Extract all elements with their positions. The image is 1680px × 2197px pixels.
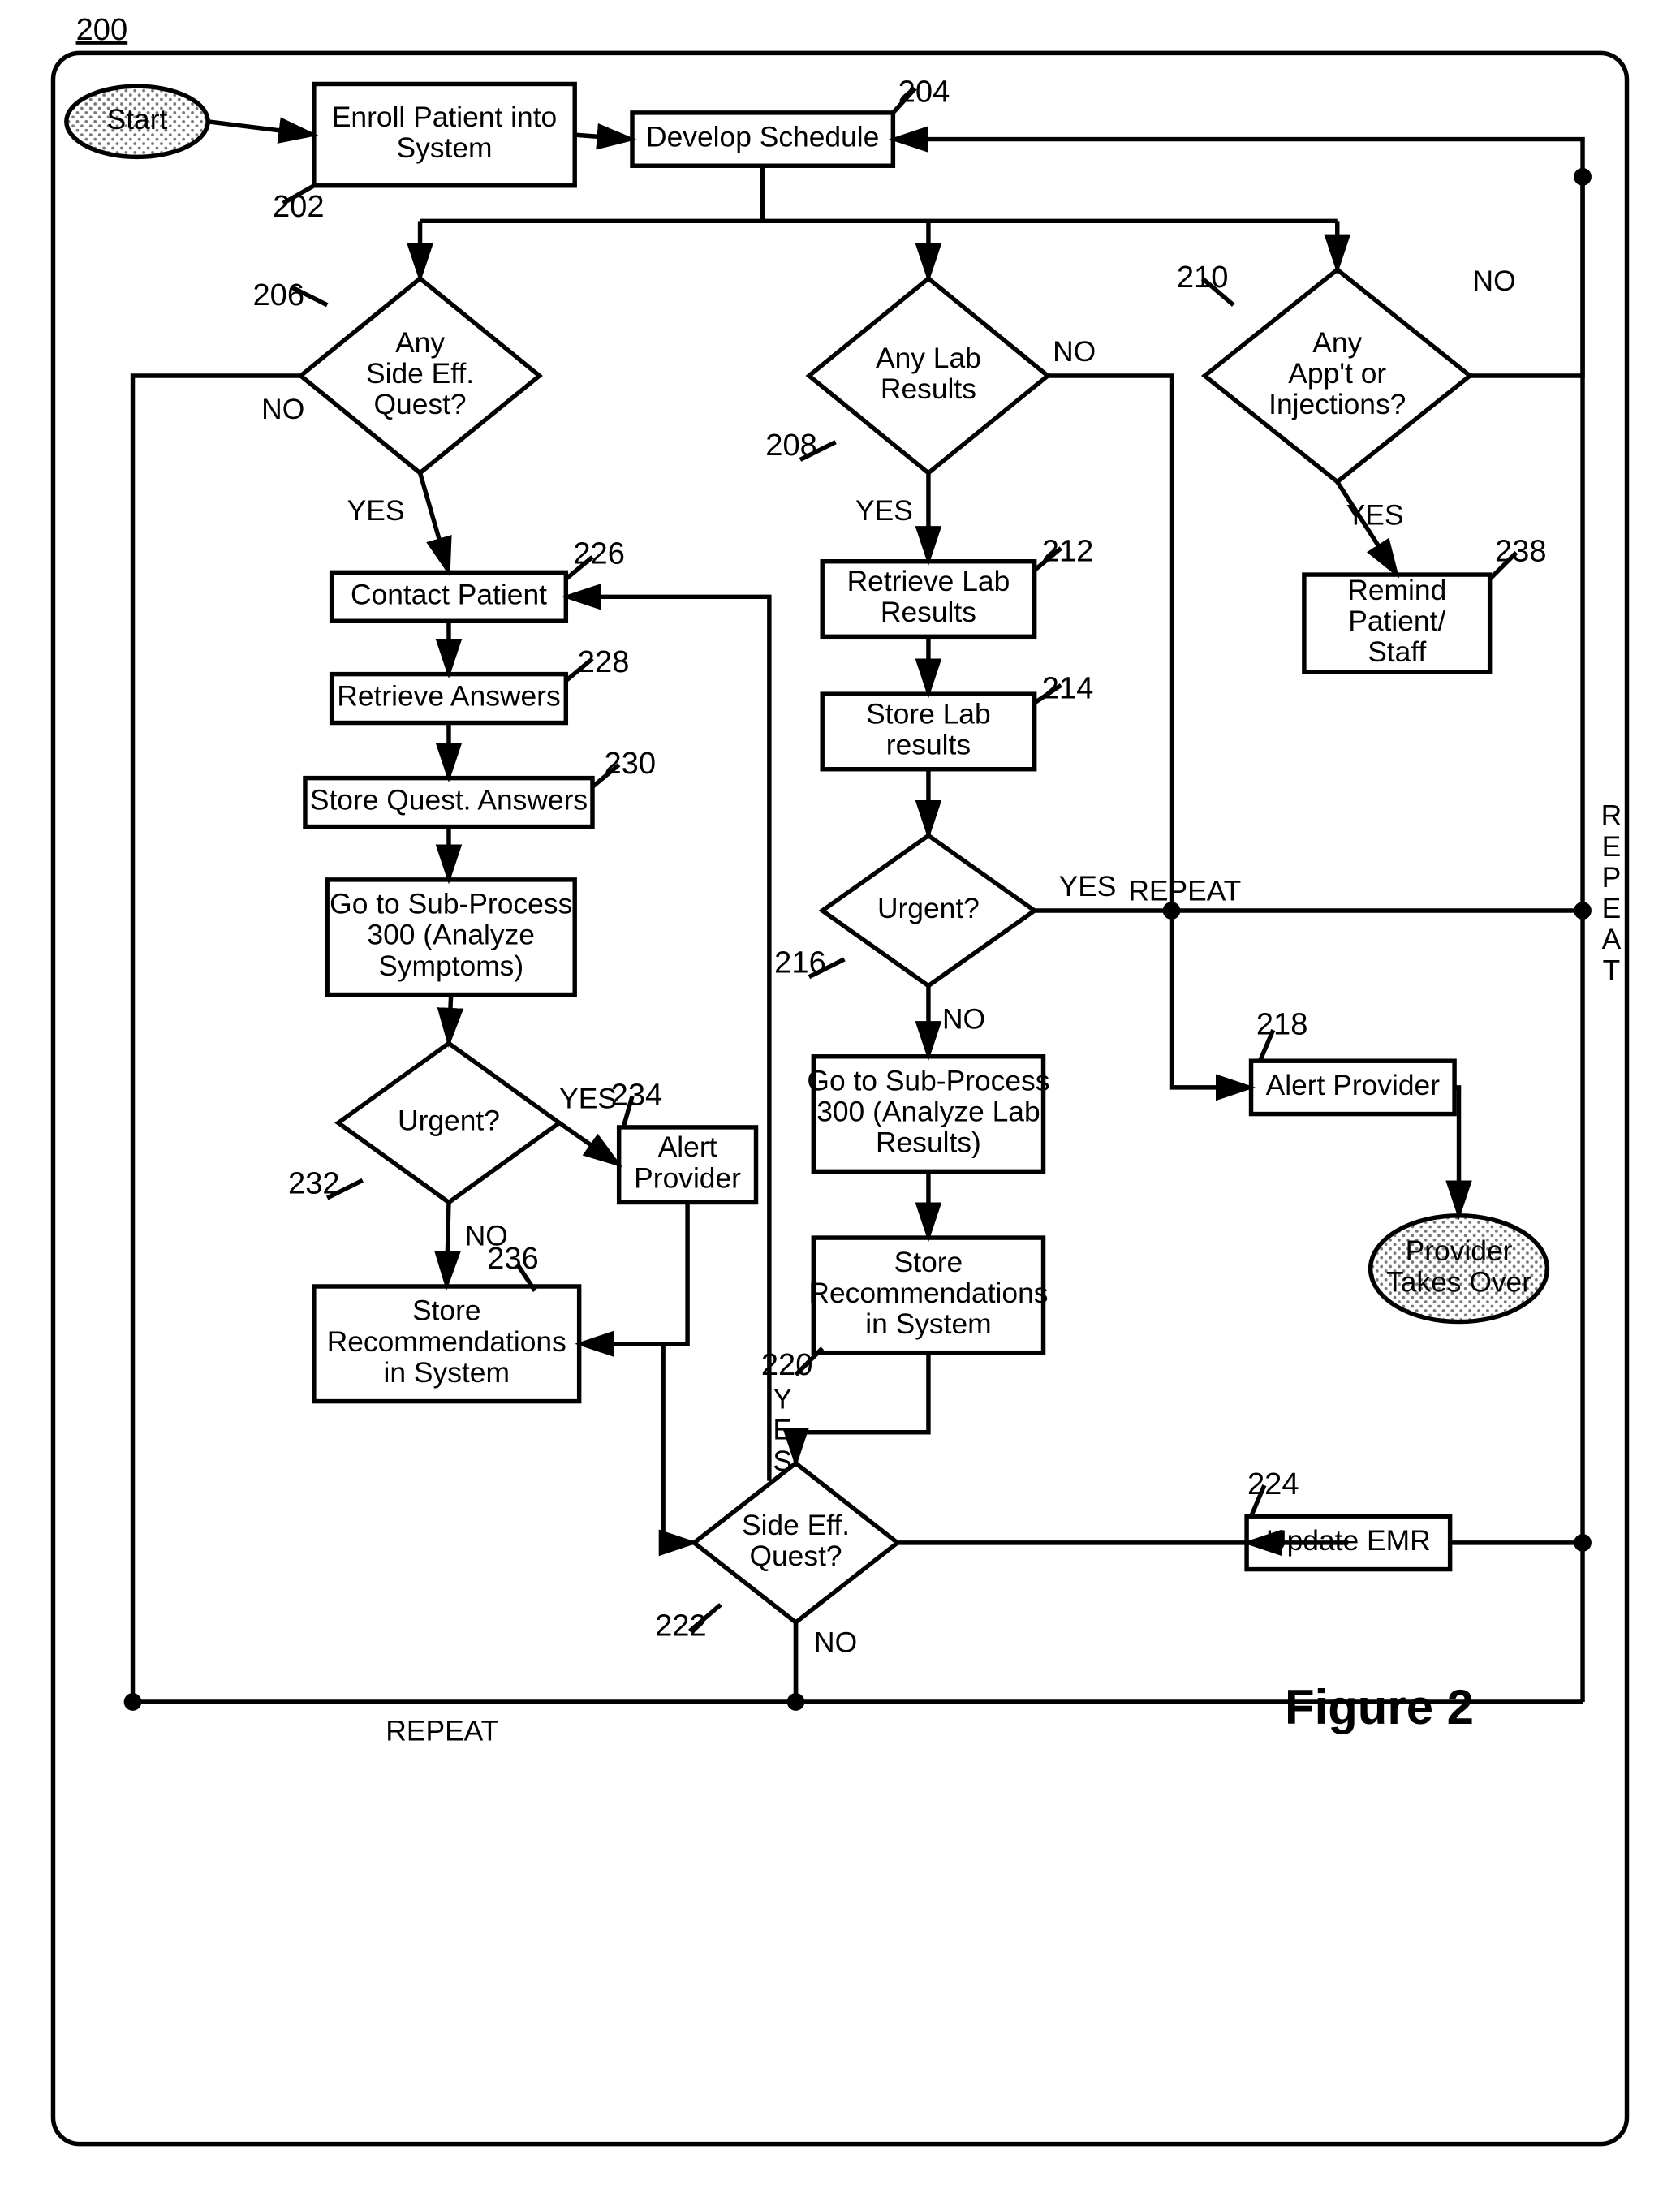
edge-label-no222: NO xyxy=(814,1626,857,1659)
svg-text:Contact Patient: Contact Patient xyxy=(351,579,547,611)
svg-text:Store Quest. Answers: Store Quest. Answers xyxy=(310,784,588,816)
edge-label-yes210: YES xyxy=(1346,499,1404,532)
edge-label-no216: NO xyxy=(942,1003,985,1036)
svg-text:ProviderTakes Over: ProviderTakes Over xyxy=(1386,1234,1531,1298)
svg-text:216: 216 xyxy=(774,945,826,980)
node-start: Start xyxy=(67,86,208,157)
svg-text:218: 218 xyxy=(1256,1007,1308,1042)
edge-label-repeat_b: REPEAT xyxy=(386,1714,498,1747)
edge-label-yes222_v: YES xyxy=(773,1383,792,1477)
svg-text:228: 228 xyxy=(578,644,630,679)
edge-label-repeat_r: REPEAT xyxy=(1601,799,1622,987)
edge-label-no208: NO xyxy=(1053,335,1096,368)
edge-label-no206: NO xyxy=(261,393,304,425)
svg-text:Alert Provider: Alert Provider xyxy=(1266,1069,1441,1101)
svg-text:206: 206 xyxy=(252,278,304,312)
node-r300a: Go to Sub-Process300 (AnalyzeSymptoms) xyxy=(327,880,575,995)
svg-text:Urgent?: Urgent? xyxy=(877,892,980,924)
svg-text:210: 210 xyxy=(1177,260,1229,295)
edge-label-repeat_m: REPEAT xyxy=(1128,875,1241,907)
svg-text:204: 204 xyxy=(898,74,950,109)
svg-text:208: 208 xyxy=(765,428,817,463)
svg-text:234: 234 xyxy=(611,1078,663,1113)
svg-text:Develop Schedule: Develop Schedule xyxy=(646,121,879,153)
edge-label-yes208: YES xyxy=(855,494,913,527)
edge-label-no210: NO xyxy=(1473,265,1516,297)
svg-text:214: 214 xyxy=(1042,671,1094,706)
svg-text:Side Eff.Quest?: Side Eff.Quest? xyxy=(742,1509,850,1572)
svg-text:202: 202 xyxy=(273,189,325,224)
svg-text:224: 224 xyxy=(1247,1467,1299,1501)
svg-text:Any LabResults: Any LabResults xyxy=(876,342,981,405)
edge-label-yes232: YES xyxy=(559,1083,617,1115)
figure-caption: Figure 2 xyxy=(1285,1680,1474,1734)
svg-text:230: 230 xyxy=(604,746,656,781)
flowchart-figure-2: 200 StartEnroll Patient intoSystem202Dev… xyxy=(0,0,1680,2197)
edge-label-no232: NO xyxy=(465,1219,508,1251)
svg-text:238: 238 xyxy=(1495,534,1547,569)
figure-ref: 200 xyxy=(76,12,128,47)
svg-text:232: 232 xyxy=(288,1166,340,1201)
svg-text:Retrieve Answers: Retrieve Answers xyxy=(337,680,560,713)
node-r300b: Go to Sub-Process300 (Analyze LabResults… xyxy=(807,1057,1049,1172)
edge-label-yes206: YES xyxy=(347,494,405,527)
svg-text:Urgent?: Urgent? xyxy=(398,1105,500,1137)
svg-text:212: 212 xyxy=(1042,534,1094,569)
edge-label-yes216: YES xyxy=(1059,870,1117,902)
node-prov: ProviderTakes Over xyxy=(1371,1216,1548,1322)
svg-text:222: 222 xyxy=(655,1608,707,1643)
svg-text:Start: Start xyxy=(107,103,168,136)
svg-text:226: 226 xyxy=(573,536,625,571)
